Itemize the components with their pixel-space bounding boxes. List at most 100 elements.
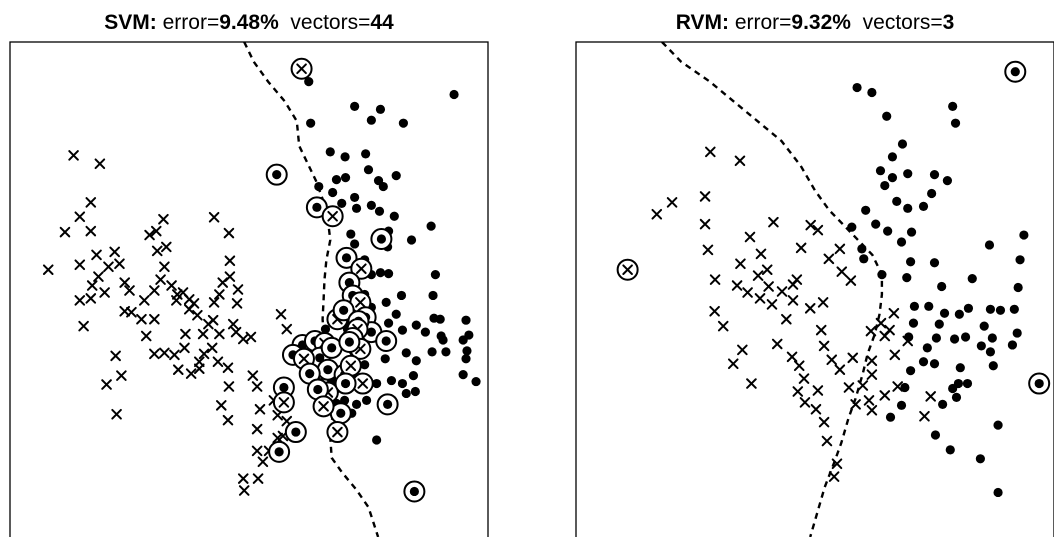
cross-point [752,270,764,281]
support-vector-cross [356,263,367,275]
dot-point [383,318,394,328]
cross-point [247,370,259,381]
dot-point [428,290,438,301]
cross-point [192,309,203,321]
plot-frame [575,41,1054,540]
plot-frame [9,41,489,540]
dot-point [993,420,1003,430]
cross-point [866,369,878,380]
dot-point [877,270,887,280]
dot-point [918,201,929,211]
support-vector-dot [344,337,354,347]
cross-point [215,400,227,411]
dot-point [945,445,955,455]
support-vector-cross [345,360,357,372]
cross-point [161,241,172,253]
cross-point [85,293,97,304]
cross-point [768,216,779,228]
cross-point [208,297,220,308]
dot-point [984,240,995,250]
cross-point [185,368,197,379]
dot-point [937,281,947,292]
support-vector-cross [332,426,343,438]
support-vector [1028,372,1051,395]
dot-point [955,363,965,373]
cross-point [42,264,54,275]
dot-point [927,188,937,199]
cross-point [847,352,859,364]
dot-point [375,268,386,278]
dot-point [985,304,996,314]
dot-point [391,171,401,181]
dot-point [897,139,908,149]
plot-area [42,42,481,538]
dot-point [871,219,881,229]
dot-point [954,309,964,319]
cross-point [74,295,86,306]
cross-point [766,299,778,310]
dot-point [361,149,371,159]
dot-point [929,359,940,369]
dot-point [458,370,468,380]
support-vector-dot [1034,378,1044,389]
cross-point [114,258,125,270]
dot-point [962,378,973,389]
dot-point [351,203,362,213]
dot-point [361,395,372,405]
support-vector-dot [366,327,376,337]
support-vector-dot [336,408,346,418]
cross-point [763,281,774,292]
dot-point [1019,230,1029,240]
cross-point [193,363,205,374]
support-vector [332,299,355,322]
cross-point [172,364,184,375]
cross-point [78,320,89,332]
dot-point [887,152,898,162]
support-vector [326,421,349,444]
cross-point [888,307,900,319]
dot-point [1015,255,1025,265]
cross-point [149,313,160,325]
dot-point [340,173,351,183]
dot-point [337,198,347,208]
support-vector-dot [315,353,325,363]
cross-point [831,458,843,470]
dot-point [942,176,953,186]
dot-point [420,327,430,337]
cross-point [818,340,830,352]
dot-point [900,382,910,393]
dot-point [461,354,471,364]
cross-point [787,295,799,306]
cross-point [119,305,131,317]
cross-point [709,274,721,285]
cross-point [238,485,250,496]
cross-point [99,287,110,298]
support-vector-cross [318,401,329,412]
cross-point [207,314,219,326]
cross-point [857,380,869,391]
dot-point [1009,304,1019,314]
cross-point [817,297,829,308]
dot-point [931,333,942,343]
cross-point [179,342,190,354]
support-vector [403,480,426,503]
dot-point [918,357,929,367]
cross-point [709,305,720,317]
cross-point [821,435,833,447]
support-vector [370,228,393,251]
dot-point [408,371,419,381]
cross-point [651,208,663,220]
cross-point [212,356,224,368]
cross-point [222,414,234,426]
dot-point [949,334,960,344]
dot-point [401,348,411,358]
support-vector-dot [291,427,301,437]
cross-point [879,390,891,401]
support-vector-cross [622,264,633,275]
cross-point [254,403,266,415]
dot-point [847,222,857,232]
dot-point [441,347,451,357]
dot-point [328,187,338,198]
support-vector-dot [274,447,284,457]
